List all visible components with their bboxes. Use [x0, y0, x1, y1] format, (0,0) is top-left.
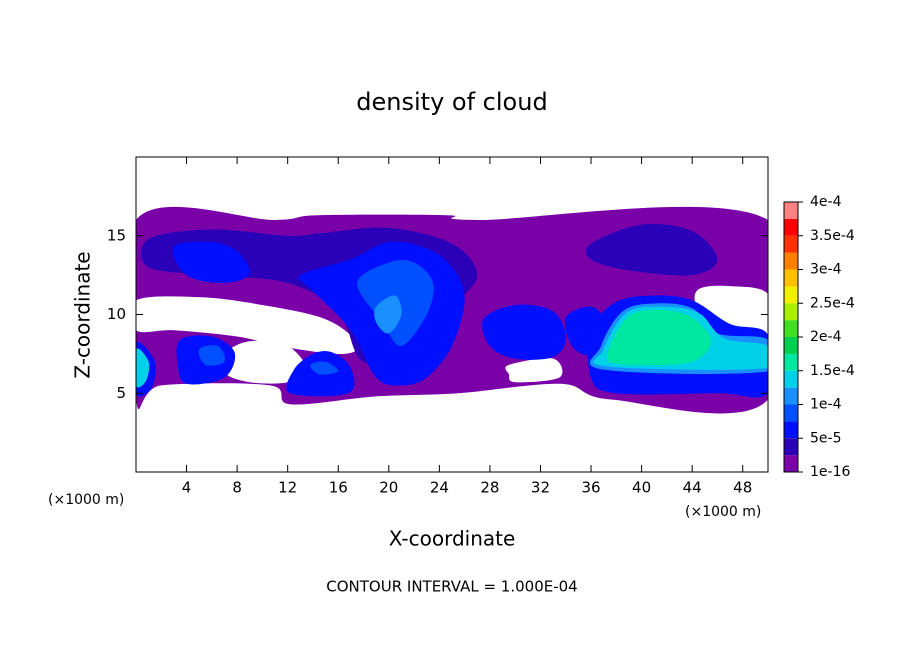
x-tick-label: 12	[278, 479, 297, 497]
y-tick-label: 5	[116, 384, 126, 402]
x-tick-label: 32	[531, 479, 550, 497]
y-axis-label: Z-coordinate	[71, 251, 95, 378]
colorbar-swatch	[784, 218, 798, 236]
contour-region	[585, 224, 718, 276]
colorbar-swatch	[784, 370, 798, 388]
colorbar-swatch	[784, 252, 798, 270]
colorbar-swatch	[784, 353, 798, 371]
colorbar-label: 2e-4	[810, 329, 842, 345]
x-tick-label: 8	[232, 479, 242, 497]
colorbar-swatch	[784, 202, 798, 219]
contour-region	[606, 309, 712, 365]
x-axis-label: X-coordinate	[389, 527, 516, 551]
x-unit-label: (×1000 m)	[685, 504, 761, 520]
colorbar-label: 3.5e-4	[810, 228, 855, 244]
x-tick-label: 36	[581, 479, 600, 497]
colorbar-swatch	[784, 438, 798, 456]
x-tick-label: 16	[329, 479, 348, 497]
x-tick-label: 28	[480, 479, 499, 497]
x-tick-label: 4	[182, 479, 192, 497]
contour-region	[310, 361, 339, 375]
colorbar-label: 5e-5	[810, 430, 841, 446]
x-tick-label: 24	[430, 479, 449, 497]
contour-region	[374, 295, 402, 334]
colorbar-swatch	[784, 235, 798, 253]
contour-region	[694, 285, 768, 336]
x-unit-label: (×1000 m)	[48, 492, 124, 508]
colorbar-swatch	[784, 455, 798, 472]
colorbar-label: 1e-4	[810, 397, 842, 413]
colorbar-swatch	[784, 286, 798, 304]
colorbar-label: 1e-16	[810, 464, 850, 480]
contour-region	[505, 358, 563, 383]
y-tick-label: 15	[107, 226, 126, 244]
contour-region	[482, 304, 566, 360]
colorbar-label: 2.5e-4	[810, 295, 855, 311]
colorbar-swatch	[784, 320, 798, 337]
colorbar-swatch	[784, 404, 798, 422]
chart-title: density of cloud	[356, 88, 547, 116]
colorbar-swatch	[784, 421, 798, 439]
contour-region	[136, 348, 150, 388]
colorbar-label: 1.5e-4	[810, 363, 855, 379]
footnote: CONTOUR INTERVAL = 1.000E-04	[326, 578, 577, 596]
contour-region	[221, 340, 307, 384]
x-tick-label: 20	[379, 479, 398, 497]
x-tick-label: 40	[632, 479, 651, 497]
colorbar-swatch	[784, 337, 798, 354]
colorbar-label: 4e-4	[810, 194, 842, 210]
colorbar-swatch	[784, 269, 798, 287]
contour-region	[136, 296, 359, 354]
contour-field	[136, 206, 768, 414]
x-tick-label: 48	[733, 479, 752, 497]
colorbar-swatch	[784, 387, 798, 405]
x-tick-label: 44	[683, 479, 702, 497]
contour-region	[172, 241, 251, 284]
contour-region	[198, 345, 226, 366]
colorbar-swatch	[784, 303, 798, 321]
y-tick-label: 10	[107, 305, 126, 323]
colorbar-label: 3e-4	[810, 262, 842, 278]
